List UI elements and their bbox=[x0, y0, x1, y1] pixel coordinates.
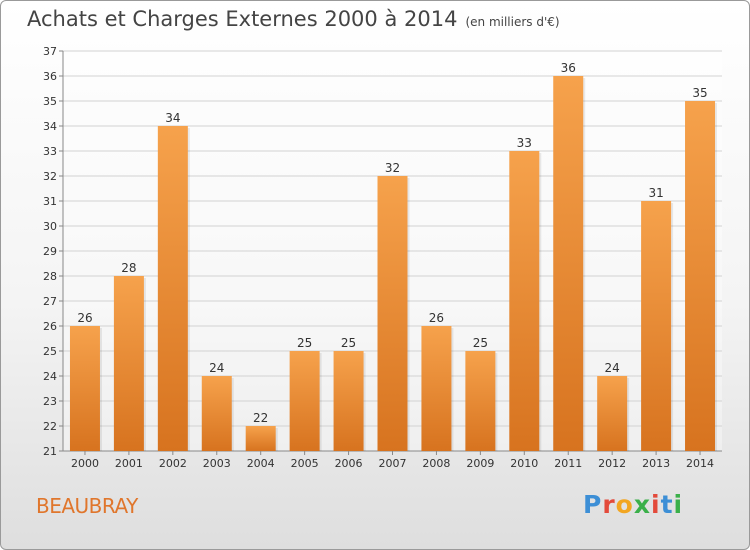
data-label: 24 bbox=[605, 361, 620, 375]
x-tick-label: 2002 bbox=[159, 457, 187, 470]
x-tick-label: 2007 bbox=[379, 457, 407, 470]
bar bbox=[641, 201, 672, 451]
logo-letter: r bbox=[602, 490, 616, 519]
y-tick-label: 23 bbox=[43, 395, 57, 408]
y-tick-label: 35 bbox=[43, 95, 57, 108]
logo-letter: i bbox=[673, 490, 684, 519]
y-tick-label: 28 bbox=[43, 270, 57, 283]
x-tick-label: 2010 bbox=[510, 457, 538, 470]
chart-subtitle: (en milliers d'€) bbox=[465, 15, 560, 29]
x-tick-label: 2013 bbox=[642, 457, 670, 470]
data-label: 35 bbox=[692, 86, 707, 100]
y-tick-label: 25 bbox=[43, 345, 57, 358]
y-tick-label: 31 bbox=[43, 195, 57, 208]
data-label: 25 bbox=[297, 336, 312, 350]
bar bbox=[465, 351, 496, 451]
y-tick-label: 21 bbox=[43, 445, 57, 458]
bar bbox=[377, 176, 408, 451]
bar bbox=[289, 351, 320, 451]
logo-letter: t bbox=[660, 490, 674, 519]
data-label: 26 bbox=[429, 311, 444, 325]
logo-letter: x bbox=[633, 490, 651, 519]
bar bbox=[157, 126, 188, 451]
x-tick-label: 2003 bbox=[203, 457, 231, 470]
logo-letter: P bbox=[583, 490, 603, 519]
x-tick-label: 2014 bbox=[686, 457, 714, 470]
y-tick-label: 37 bbox=[43, 45, 57, 58]
bar bbox=[333, 351, 364, 451]
bar bbox=[685, 101, 716, 451]
x-tick-label: 2012 bbox=[598, 457, 626, 470]
data-label: 31 bbox=[648, 186, 663, 200]
logo-letter: i bbox=[651, 490, 661, 519]
x-tick-label: 2008 bbox=[422, 457, 450, 470]
chart-title: Achats et Charges Externes 2000 à 2014 (e… bbox=[27, 7, 560, 31]
y-tick-label: 27 bbox=[43, 295, 57, 308]
y-tick-label: 33 bbox=[43, 145, 57, 158]
data-label: 26 bbox=[77, 311, 92, 325]
y-tick-label: 36 bbox=[43, 70, 57, 83]
data-label: 36 bbox=[561, 61, 576, 75]
x-tick-label: 2011 bbox=[554, 457, 582, 470]
data-label: 25 bbox=[341, 336, 356, 350]
data-label: 24 bbox=[209, 361, 224, 375]
x-tick-label: 2009 bbox=[466, 457, 494, 470]
logo-letter: o bbox=[615, 490, 634, 519]
bar bbox=[113, 276, 144, 451]
bar bbox=[201, 376, 232, 451]
y-tick-label: 22 bbox=[43, 420, 57, 433]
proxiti-logo: Proxiti bbox=[583, 490, 683, 519]
y-tick-label: 34 bbox=[43, 120, 57, 133]
x-tick-label: 2006 bbox=[335, 457, 363, 470]
data-label: 32 bbox=[385, 161, 400, 175]
y-tick-label: 26 bbox=[43, 320, 57, 333]
data-label: 33 bbox=[517, 136, 532, 150]
data-label: 22 bbox=[253, 411, 268, 425]
data-label: 34 bbox=[165, 111, 180, 125]
y-tick-label: 24 bbox=[43, 370, 57, 383]
data-label: 28 bbox=[121, 261, 136, 275]
y-tick-label: 30 bbox=[43, 220, 57, 233]
y-tick-label: 32 bbox=[43, 170, 57, 183]
bar bbox=[69, 326, 100, 451]
data-label: 25 bbox=[473, 336, 488, 350]
commune-name: BEAUBRAY bbox=[36, 494, 138, 518]
bar bbox=[553, 76, 584, 451]
bar bbox=[245, 426, 276, 451]
x-tick-label: 2001 bbox=[115, 457, 143, 470]
x-tick-label: 2005 bbox=[291, 457, 319, 470]
bar bbox=[597, 376, 628, 451]
chart-title-text: Achats et Charges Externes 2000 à 2014 bbox=[27, 7, 458, 31]
bar bbox=[509, 151, 540, 451]
bar bbox=[421, 326, 452, 451]
y-tick-label: 29 bbox=[43, 245, 57, 258]
x-tick-label: 2000 bbox=[71, 457, 99, 470]
x-tick-label: 2004 bbox=[247, 457, 275, 470]
